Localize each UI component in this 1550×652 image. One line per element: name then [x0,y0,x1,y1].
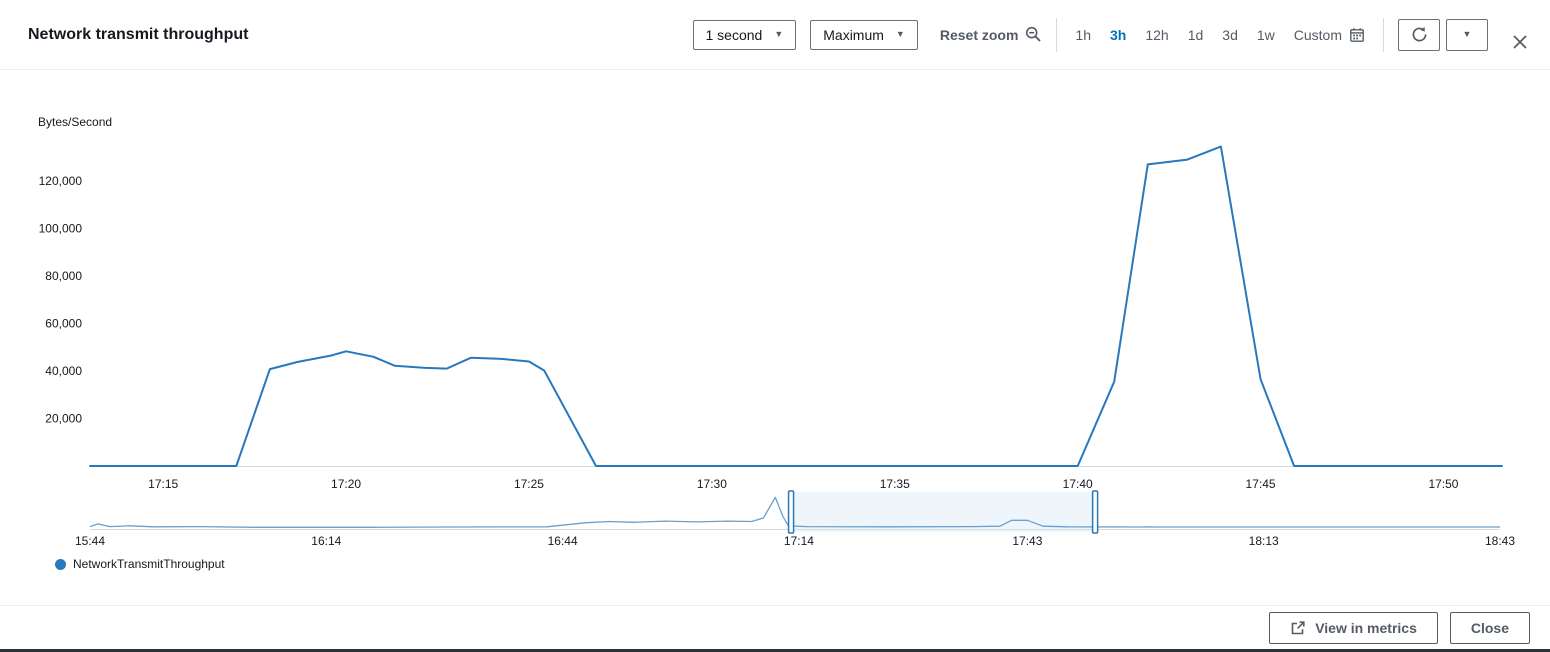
throughput-chart[interactable]: Bytes/Second 20,000 40,000 60,000 80,000 100,… [0,70,1550,605]
external-link-icon [1290,620,1306,636]
range-1d[interactable]: 1d [1187,26,1204,43]
chart-controls: 1 second ▼ Maximum ▼ Reset zoom 1h 3h 1 [692,16,1533,54]
y-tick-label: 40,000 [45,364,82,378]
modal-close-button[interactable] [1508,30,1532,54]
chevron-down-icon: ▼ [774,29,784,39]
divider [1056,17,1058,52]
brush-handle-right[interactable] [1091,490,1099,534]
x-tick-label: 17:30 [697,477,727,491]
brush-handle-left[interactable] [787,490,795,534]
statistic-select-value: Maximum [823,26,884,43]
legend-label: NetworkTransmitThroughput [73,557,225,571]
mini-throughput-line [89,496,1500,528]
range-3d[interactable]: 3d [1222,26,1238,43]
close-icon [1512,34,1528,50]
throughput-line [89,145,1503,467]
refresh-options-button[interactable]: ▼ [1446,18,1488,51]
page-title: Network transmit throughput [28,25,249,43]
brush-selection[interactable] [791,492,1096,532]
range-1w[interactable]: 1w [1256,26,1275,43]
refresh-button-group: ▼ [1398,18,1488,51]
x-tick-label: 17:45 [1246,477,1276,491]
x-tick-label: 17:20 [331,477,361,491]
y-tick-label: 20,000 [45,412,82,426]
close-button[interactable]: Close [1449,611,1530,644]
mini-x-tick-label: 18:43 [1485,534,1515,548]
legend-color-dot [55,558,66,570]
reset-zoom-label: Reset zoom [939,26,1019,43]
mini-x-tick-label: 17:43 [1012,534,1042,548]
y-tick-label: 80,000 [45,269,82,283]
range-3h[interactable]: 3h [1110,26,1127,43]
y-axis-title: Bytes/Second [38,115,112,129]
x-tick-label: 17:15 [148,477,178,491]
zoom-out-icon [1025,26,1042,43]
divider [1383,17,1384,52]
period-select-value: 1 second [705,26,763,43]
view-in-metrics-button[interactable]: View in metrics [1269,611,1438,644]
view-in-metrics-label: View in metrics [1315,619,1417,636]
statistic-select[interactable]: Maximum ▼ [810,19,918,50]
range-1h[interactable]: 1h [1075,26,1091,43]
x-tick-label: 17:25 [514,477,544,491]
y-tick-label: 100,000 [39,222,83,236]
legend: NetworkTransmitThroughput [55,557,225,571]
calendar-icon [1349,27,1365,43]
refresh-button[interactable] [1398,18,1440,51]
x-tick-label: 17:35 [880,477,910,491]
range-12h[interactable]: 12h [1145,26,1169,43]
mini-x-tick-label: 18:13 [1249,534,1279,548]
mini-x-tick-label: 15:44 [75,534,105,548]
range-custom[interactable]: Custom [1294,27,1365,43]
refresh-icon [1411,26,1428,43]
y-tick-label: 120,000 [39,174,83,188]
mini-x-tick-label: 16:44 [548,534,578,548]
chart-section: Bytes/Second 20,000 40,000 60,000 80,000 100,… [0,70,1550,605]
chevron-down-icon: ▼ [895,29,905,39]
y-tick-label: 60,000 [45,317,82,331]
modal-footer: View in metrics Close [0,605,1550,649]
reset-zoom-button[interactable]: Reset zoom [940,26,1043,43]
period-select[interactable]: 1 second ▼ [692,19,797,50]
chevron-down-icon: ▼ [1462,29,1472,39]
mini-x-tick-label: 16:14 [311,534,341,548]
mini-x-tick-label: 17:14 [784,534,814,548]
x-tick-label: 17:40 [1063,477,1093,491]
x-tick-label: 17:50 [1428,477,1458,491]
time-range-group: 1h 3h 12h 1d 3d 1w Custom [1071,27,1369,43]
modal-header: Network transmit throughput 1 second ▼ M… [0,0,1550,70]
